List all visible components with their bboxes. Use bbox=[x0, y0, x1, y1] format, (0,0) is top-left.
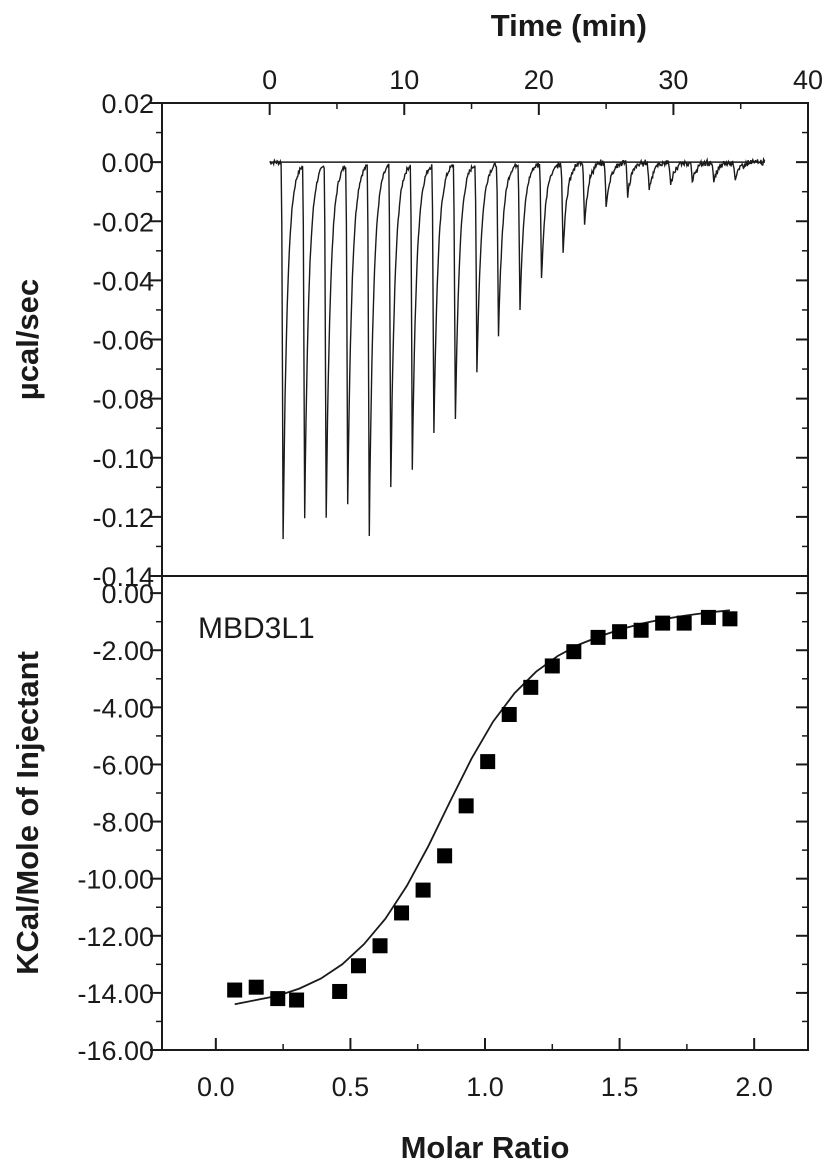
top-x-tick-label: 40 bbox=[793, 65, 823, 95]
bottom-x-tick-label: 0.5 bbox=[332, 1072, 370, 1102]
data-point bbox=[372, 938, 388, 954]
bottom-y-tick-label: 0.00 bbox=[101, 579, 154, 609]
data-point bbox=[676, 615, 692, 631]
top-x-axis-title: Time (min) bbox=[491, 8, 647, 43]
top-y-tick-label: -0.02 bbox=[92, 207, 154, 237]
data-point bbox=[248, 979, 264, 995]
data-point bbox=[332, 983, 348, 999]
data-point bbox=[415, 882, 431, 898]
top-panel: 0 10 20 30 40 0.02 0.00 -0.02 -0.04 -0.06 -0.08 -0… bbox=[10, 8, 823, 592]
top-y-tick-label: 0.02 bbox=[101, 89, 154, 119]
top-y-tick-label: -0.12 bbox=[92, 503, 154, 533]
bottom-y-tick-label: -8.00 bbox=[92, 808, 154, 838]
top-x-tick-label: 10 bbox=[389, 65, 419, 95]
top-y-tick-label: -0.04 bbox=[92, 266, 154, 296]
bottom-panel: 0.0 0.5 1.0 1.5 2.0 0.00 -2.00 -4.00 -6.00 -8.00… bbox=[10, 575, 809, 1164]
top-x-tick-label: 20 bbox=[524, 65, 554, 95]
data-point bbox=[350, 958, 366, 974]
data-point bbox=[544, 658, 560, 674]
bottom-y-tick-label: -12.00 bbox=[77, 922, 154, 952]
bottom-x-tick-label: 0.0 bbox=[197, 1072, 235, 1102]
top-y-tick-label: -0.08 bbox=[92, 385, 154, 415]
data-point bbox=[394, 905, 410, 921]
data-points bbox=[227, 609, 738, 1008]
data-point bbox=[523, 679, 539, 695]
bottom-x-tick-label: 1.5 bbox=[601, 1072, 639, 1102]
bottom-y-tick-label: -6.00 bbox=[92, 750, 154, 780]
top-y-tick-label: -0.14 bbox=[92, 562, 154, 592]
fit-curve bbox=[234, 609, 730, 1006]
data-point bbox=[437, 848, 453, 864]
sample-label: MBD3L1 bbox=[198, 612, 315, 645]
data-point bbox=[612, 624, 628, 640]
data-point bbox=[655, 615, 671, 631]
data-point bbox=[458, 798, 474, 814]
bottom-y-tick-label: -16.00 bbox=[77, 1036, 154, 1066]
data-point bbox=[722, 611, 738, 627]
bottom-y-tick-label: -2.00 bbox=[92, 636, 154, 666]
data-point bbox=[480, 754, 496, 770]
bottom-y-tick-label: -10.00 bbox=[77, 865, 154, 895]
top-y-tick-label: 0.00 bbox=[101, 148, 154, 178]
top-x-tick-label: 0 bbox=[262, 65, 277, 95]
data-point bbox=[700, 609, 716, 625]
data-point bbox=[590, 629, 606, 645]
top-y-ticks: 0.02 0.00 -0.02 -0.04 -0.06 -0.08 -0.10 -0.12 -0… bbox=[92, 89, 808, 592]
top-x-tick-label: 30 bbox=[658, 65, 688, 95]
heat-rate-trace bbox=[269, 156, 766, 540]
bottom-x-axis-title: Molar Ratio bbox=[401, 1130, 570, 1164]
top-y-tick-label: -0.10 bbox=[92, 444, 154, 474]
data-point bbox=[270, 991, 286, 1007]
bottom-x-ticks: 0.0 0.5 1.0 1.5 2.0 bbox=[197, 1038, 773, 1102]
top-plot-frame bbox=[161, 102, 809, 577]
data-point bbox=[566, 644, 582, 660]
top-y-tick-label: -0.06 bbox=[92, 326, 154, 356]
bottom-y-ticks: 0.00 -2.00 -4.00 -6.00 -8.00 -10.00 -12.00 -14.… bbox=[77, 579, 808, 1066]
data-point bbox=[227, 982, 243, 998]
data-point bbox=[289, 992, 305, 1008]
data-point bbox=[501, 706, 517, 722]
bottom-y-tick-label: -14.00 bbox=[77, 979, 154, 1009]
bottom-y-tick-label: -4.00 bbox=[92, 693, 154, 723]
bottom-y-axis-title: KCal/Mole of Injectant bbox=[10, 651, 45, 975]
bottom-x-tick-label: 1.0 bbox=[466, 1072, 504, 1102]
top-x-ticks: 0 10 20 30 40 bbox=[262, 65, 823, 115]
bottom-x-tick-label: 2.0 bbox=[735, 1072, 773, 1102]
data-point bbox=[633, 622, 649, 638]
bottom-plot-frame bbox=[161, 575, 809, 1051]
top-y-axis-title: µcal/sec bbox=[10, 279, 45, 400]
